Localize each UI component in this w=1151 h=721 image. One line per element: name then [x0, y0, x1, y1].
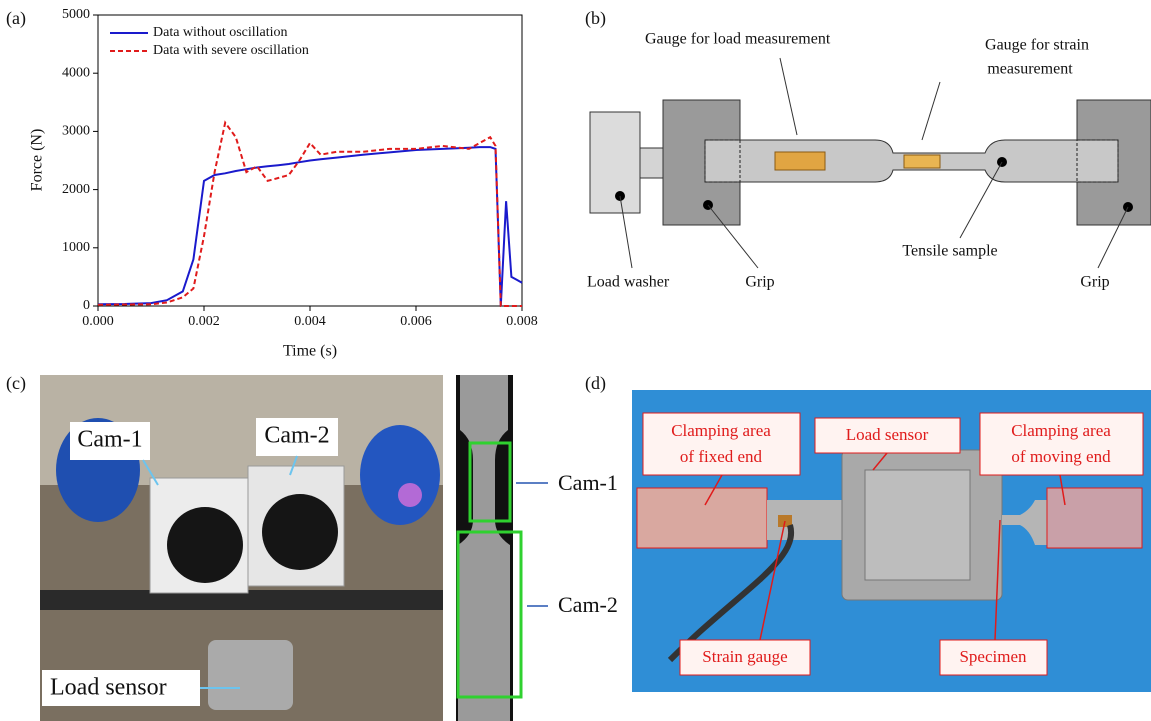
label: Cam-2 [558, 592, 618, 617]
label: Clamping area [671, 421, 771, 440]
series-line [98, 147, 522, 306]
fixed-area [637, 488, 767, 548]
x-axis-label: Time (s) [283, 343, 337, 360]
label: Load washer [587, 274, 670, 291]
load-washer-shape [590, 112, 640, 213]
y-tick-label: 1000 [62, 240, 90, 255]
connector [640, 148, 663, 178]
legend-label: Data with severe oscillation [153, 43, 309, 58]
series-line [98, 123, 522, 306]
legend-label: Data without oscillation [153, 25, 288, 40]
photo-d: (d) Clamping area of fixed end Load sens… [585, 373, 1151, 692]
panel-label: (a) [6, 8, 26, 29]
lamp-light [398, 483, 422, 507]
strain-gauge [904, 155, 940, 168]
speckle-specimen [458, 375, 510, 721]
lamp [360, 425, 440, 525]
label: of fixed end [680, 447, 763, 466]
lens [262, 494, 338, 570]
y-tick-label: 0 [83, 298, 90, 313]
label: Cam-1 [558, 470, 618, 495]
label: Grip [1080, 274, 1109, 291]
figure: (a) Time (s) Force (N) 0 1000 2000 3000 4000… [0, 0, 1151, 721]
label: of moving end [1011, 447, 1111, 466]
y-tick-label: 4000 [62, 65, 90, 80]
y-tick-label: 2000 [62, 182, 90, 197]
label: Load sensor [846, 425, 929, 444]
y-axis-label: Force (N) [29, 129, 46, 192]
x-tick-label: 0.002 [188, 314, 220, 329]
x-tick-label: 0.004 [294, 314, 326, 329]
x-tick-label: 0.000 [82, 314, 114, 329]
label: Grip [745, 274, 774, 291]
label: Cam-1 [77, 427, 142, 453]
label: Specimen [959, 647, 1027, 666]
label: Gauge for strain [985, 37, 1089, 54]
photo-c: (c) Cam-1 Cam-2 Load sensor Cam-1 Cam-2 [6, 373, 618, 721]
y-tick-label: 3000 [62, 124, 90, 139]
label: Tensile sample [902, 243, 997, 260]
label: Strain gauge [702, 647, 787, 666]
panel-label: (d) [585, 373, 606, 394]
moving-area [1047, 488, 1142, 548]
chart-a: (a) Time (s) Force (N) 0 1000 2000 3000 4000… [6, 7, 538, 359]
y-tick-label: 5000 [62, 7, 90, 22]
label: Gauge for load measurement [645, 31, 831, 48]
load-sensor-shape [208, 640, 293, 710]
panel-label: (c) [6, 373, 26, 394]
sensor-inner [865, 470, 970, 580]
lens [167, 507, 243, 583]
load-gauge [775, 152, 825, 170]
label: Clamping area [1011, 421, 1111, 440]
panel-label: (b) [585, 8, 606, 29]
label: Load sensor [50, 675, 167, 701]
diagram-b: (b) Gauge for load measurement Gauge for… [585, 8, 1151, 291]
x-tick-label: 0.006 [400, 314, 432, 329]
x-tick-label: 0.008 [506, 314, 538, 329]
label: Cam-2 [264, 423, 329, 449]
label: measurement [987, 61, 1073, 78]
